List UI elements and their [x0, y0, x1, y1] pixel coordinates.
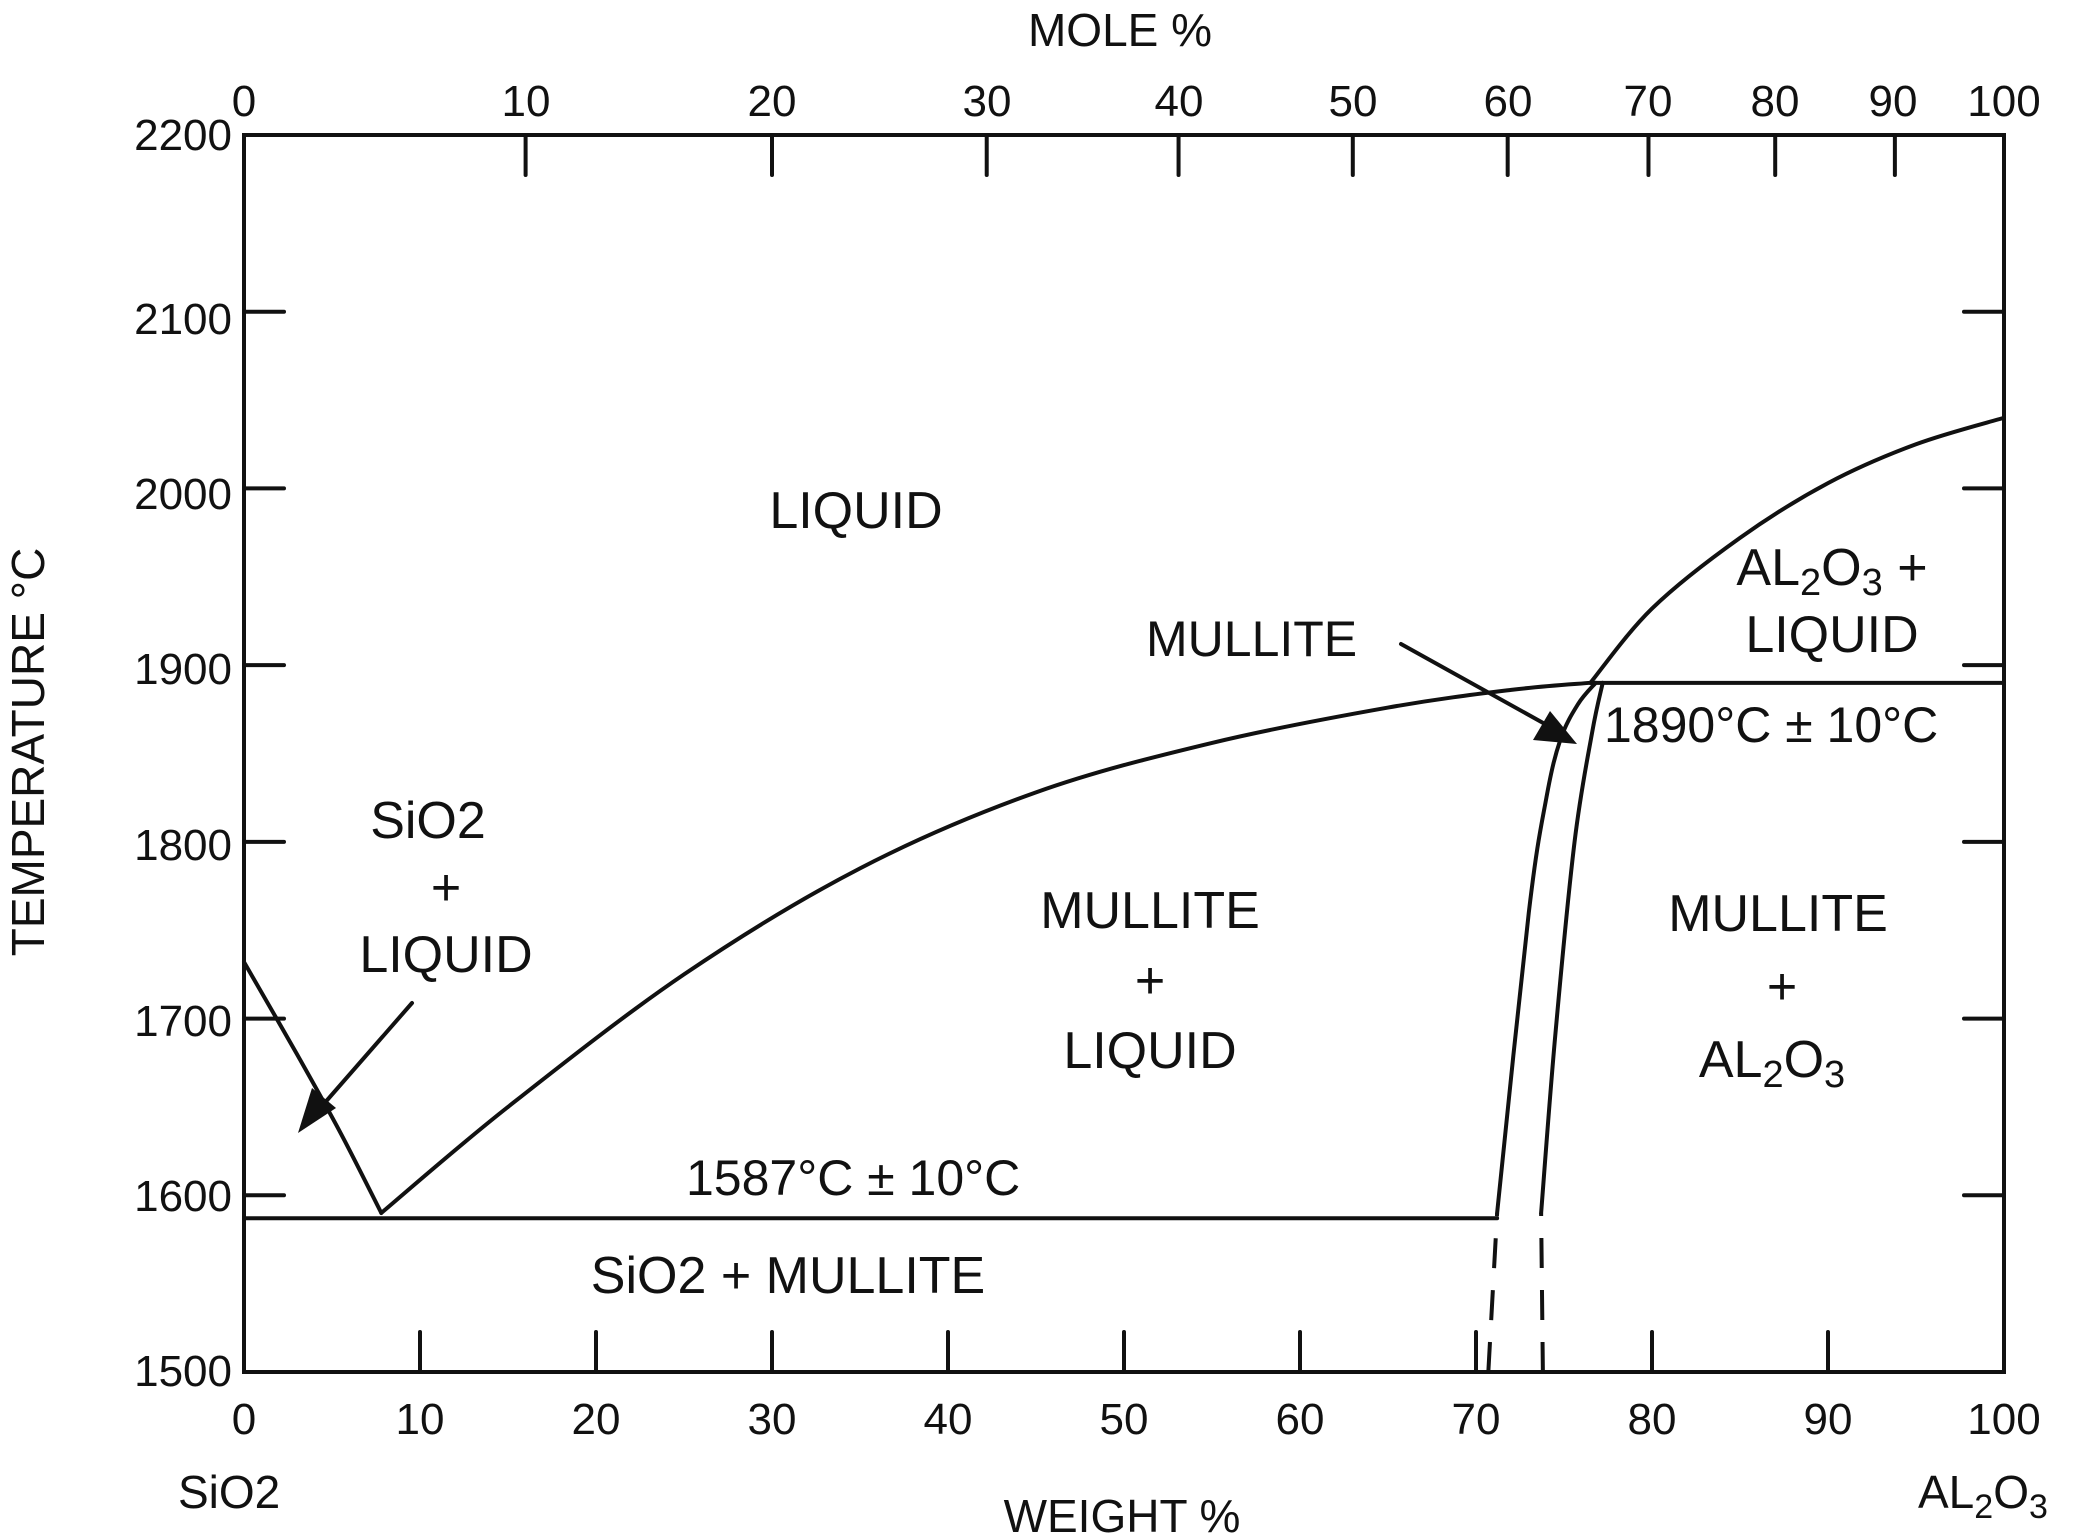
top-tick-label: 90	[1869, 77, 1918, 126]
plot-frame	[242, 133, 2006, 1374]
eutectic-high-label: 1890°C ± 10°C	[1604, 697, 1938, 753]
top-tick-label: 60	[1484, 77, 1533, 126]
region-mullite-liquid: MULLITE + LIQUID	[1040, 882, 1260, 1080]
bottom-tick-label: 50	[1100, 1395, 1149, 1444]
left-tick-label: 2100	[134, 295, 232, 344]
bottom-tick-label: 70	[1452, 1395, 1501, 1444]
top-tick-label: 80	[1751, 77, 1800, 126]
left-tick-label: 1900	[134, 645, 232, 694]
region-mullite-liquid-line2: +	[1135, 952, 1165, 1010]
bottom-tick-label: 100	[1967, 1395, 2040, 1444]
bottom-tick-label: 10	[396, 1395, 445, 1444]
dashed-phase-boundary	[1539, 1212, 1545, 1373]
mullite-arrow-line	[1399, 642, 1547, 726]
top-tick-label: 30	[963, 77, 1012, 126]
top-tick-label: 50	[1329, 77, 1378, 126]
left-tick-label: 2200	[134, 111, 232, 160]
phase-boundary	[1495, 680, 1598, 1215]
region-mullite-liquid-line3: LIQUID	[1063, 1022, 1236, 1080]
region-al2o3-liquid-line1: AL2O3 +	[1736, 539, 1927, 604]
arrows	[298, 642, 1577, 1133]
region-mullite-al2o3-line2: +	[1767, 958, 1797, 1016]
sio2-liquidus-arrowhead	[298, 1088, 336, 1133]
top-axis-title: MOLE %	[1028, 4, 1212, 56]
tick-marks	[242, 133, 2006, 1374]
region-sio2-liquid-line3: LIQUID	[359, 926, 532, 984]
left-tick-labels: 2200 2100 2000 1900 1800 1700 1600 1500	[134, 111, 232, 1396]
bottom-tick-label: 90	[1804, 1395, 1853, 1444]
bottom-tick-label: 40	[924, 1395, 973, 1444]
bottom-tick-label: 30	[748, 1395, 797, 1444]
mullite-annotation: MULLITE	[1146, 611, 1357, 667]
phase-boundary	[1539, 680, 1605, 1215]
region-liquid: LIQUID	[769, 482, 942, 540]
top-tick-label: 20	[748, 77, 797, 126]
top-tick-label: 70	[1624, 77, 1673, 126]
region-sio2-liquid-line1: SiO2	[370, 792, 486, 850]
al2o3-end-label: AL2O3	[1918, 1466, 2048, 1526]
mullite-arrowhead	[1533, 711, 1577, 744]
region-al2o3-liquid-line2: LIQUID	[1745, 606, 1918, 664]
bottom-axis-title: WEIGHT %	[1004, 1490, 1241, 1538]
phase-boundary	[1588, 415, 2006, 685]
top-tick-label: 100	[1967, 77, 2040, 126]
top-tick-label: 10	[502, 77, 551, 126]
phase-boundaries	[242, 415, 2006, 1373]
phase-boundary	[379, 680, 1593, 1215]
region-mullite-al2o3-line1: MULLITE	[1668, 885, 1888, 943]
top-tick-labels: 0 10 20 30 40 50 60 70 80 90 100	[232, 77, 2041, 126]
phase-boundary	[242, 960, 384, 1215]
sio2-liquidus-arrow-line	[320, 1001, 414, 1108]
region-mullite-liquid-line1: MULLITE	[1040, 882, 1260, 940]
left-axis-title: TEMPERATURE °C	[2, 548, 54, 957]
dashed-phase-boundary	[1486, 1212, 1500, 1373]
bottom-tick-label: 0	[232, 1395, 256, 1444]
left-tick-label: 1800	[134, 821, 232, 870]
top-tick-label: 0	[232, 77, 256, 126]
left-tick-label: 2000	[134, 470, 232, 519]
region-mullite-al2o3-line3: AL2O3	[1699, 1031, 1845, 1096]
bottom-tick-label: 20	[572, 1395, 621, 1444]
region-sio2-liquid: SiO2 + LIQUID	[359, 792, 532, 984]
left-tick-label: 1700	[134, 997, 232, 1046]
bottom-tick-labels: 0 10 20 30 40 50 60 70 80 90 100	[232, 1395, 2041, 1444]
region-mullite-al2o3: MULLITE + AL2O3	[1668, 885, 1888, 1096]
left-tick-label: 1500	[134, 1347, 232, 1396]
bottom-tick-label: 80	[1628, 1395, 1677, 1444]
region-sio2-mullite: SiO2 + MULLITE	[591, 1247, 985, 1305]
region-sio2-liquid-line2: +	[431, 859, 461, 917]
left-tick-label: 1600	[134, 1172, 232, 1221]
region-al2o3-liquid: AL2O3 + LIQUID	[1736, 539, 1927, 664]
top-tick-label: 40	[1155, 77, 1204, 126]
bottom-tick-label: 60	[1276, 1395, 1325, 1444]
sio2-end-label: SiO2	[178, 1466, 280, 1518]
eutectic-low-label: 1587°C ± 10°C	[686, 1150, 1020, 1206]
